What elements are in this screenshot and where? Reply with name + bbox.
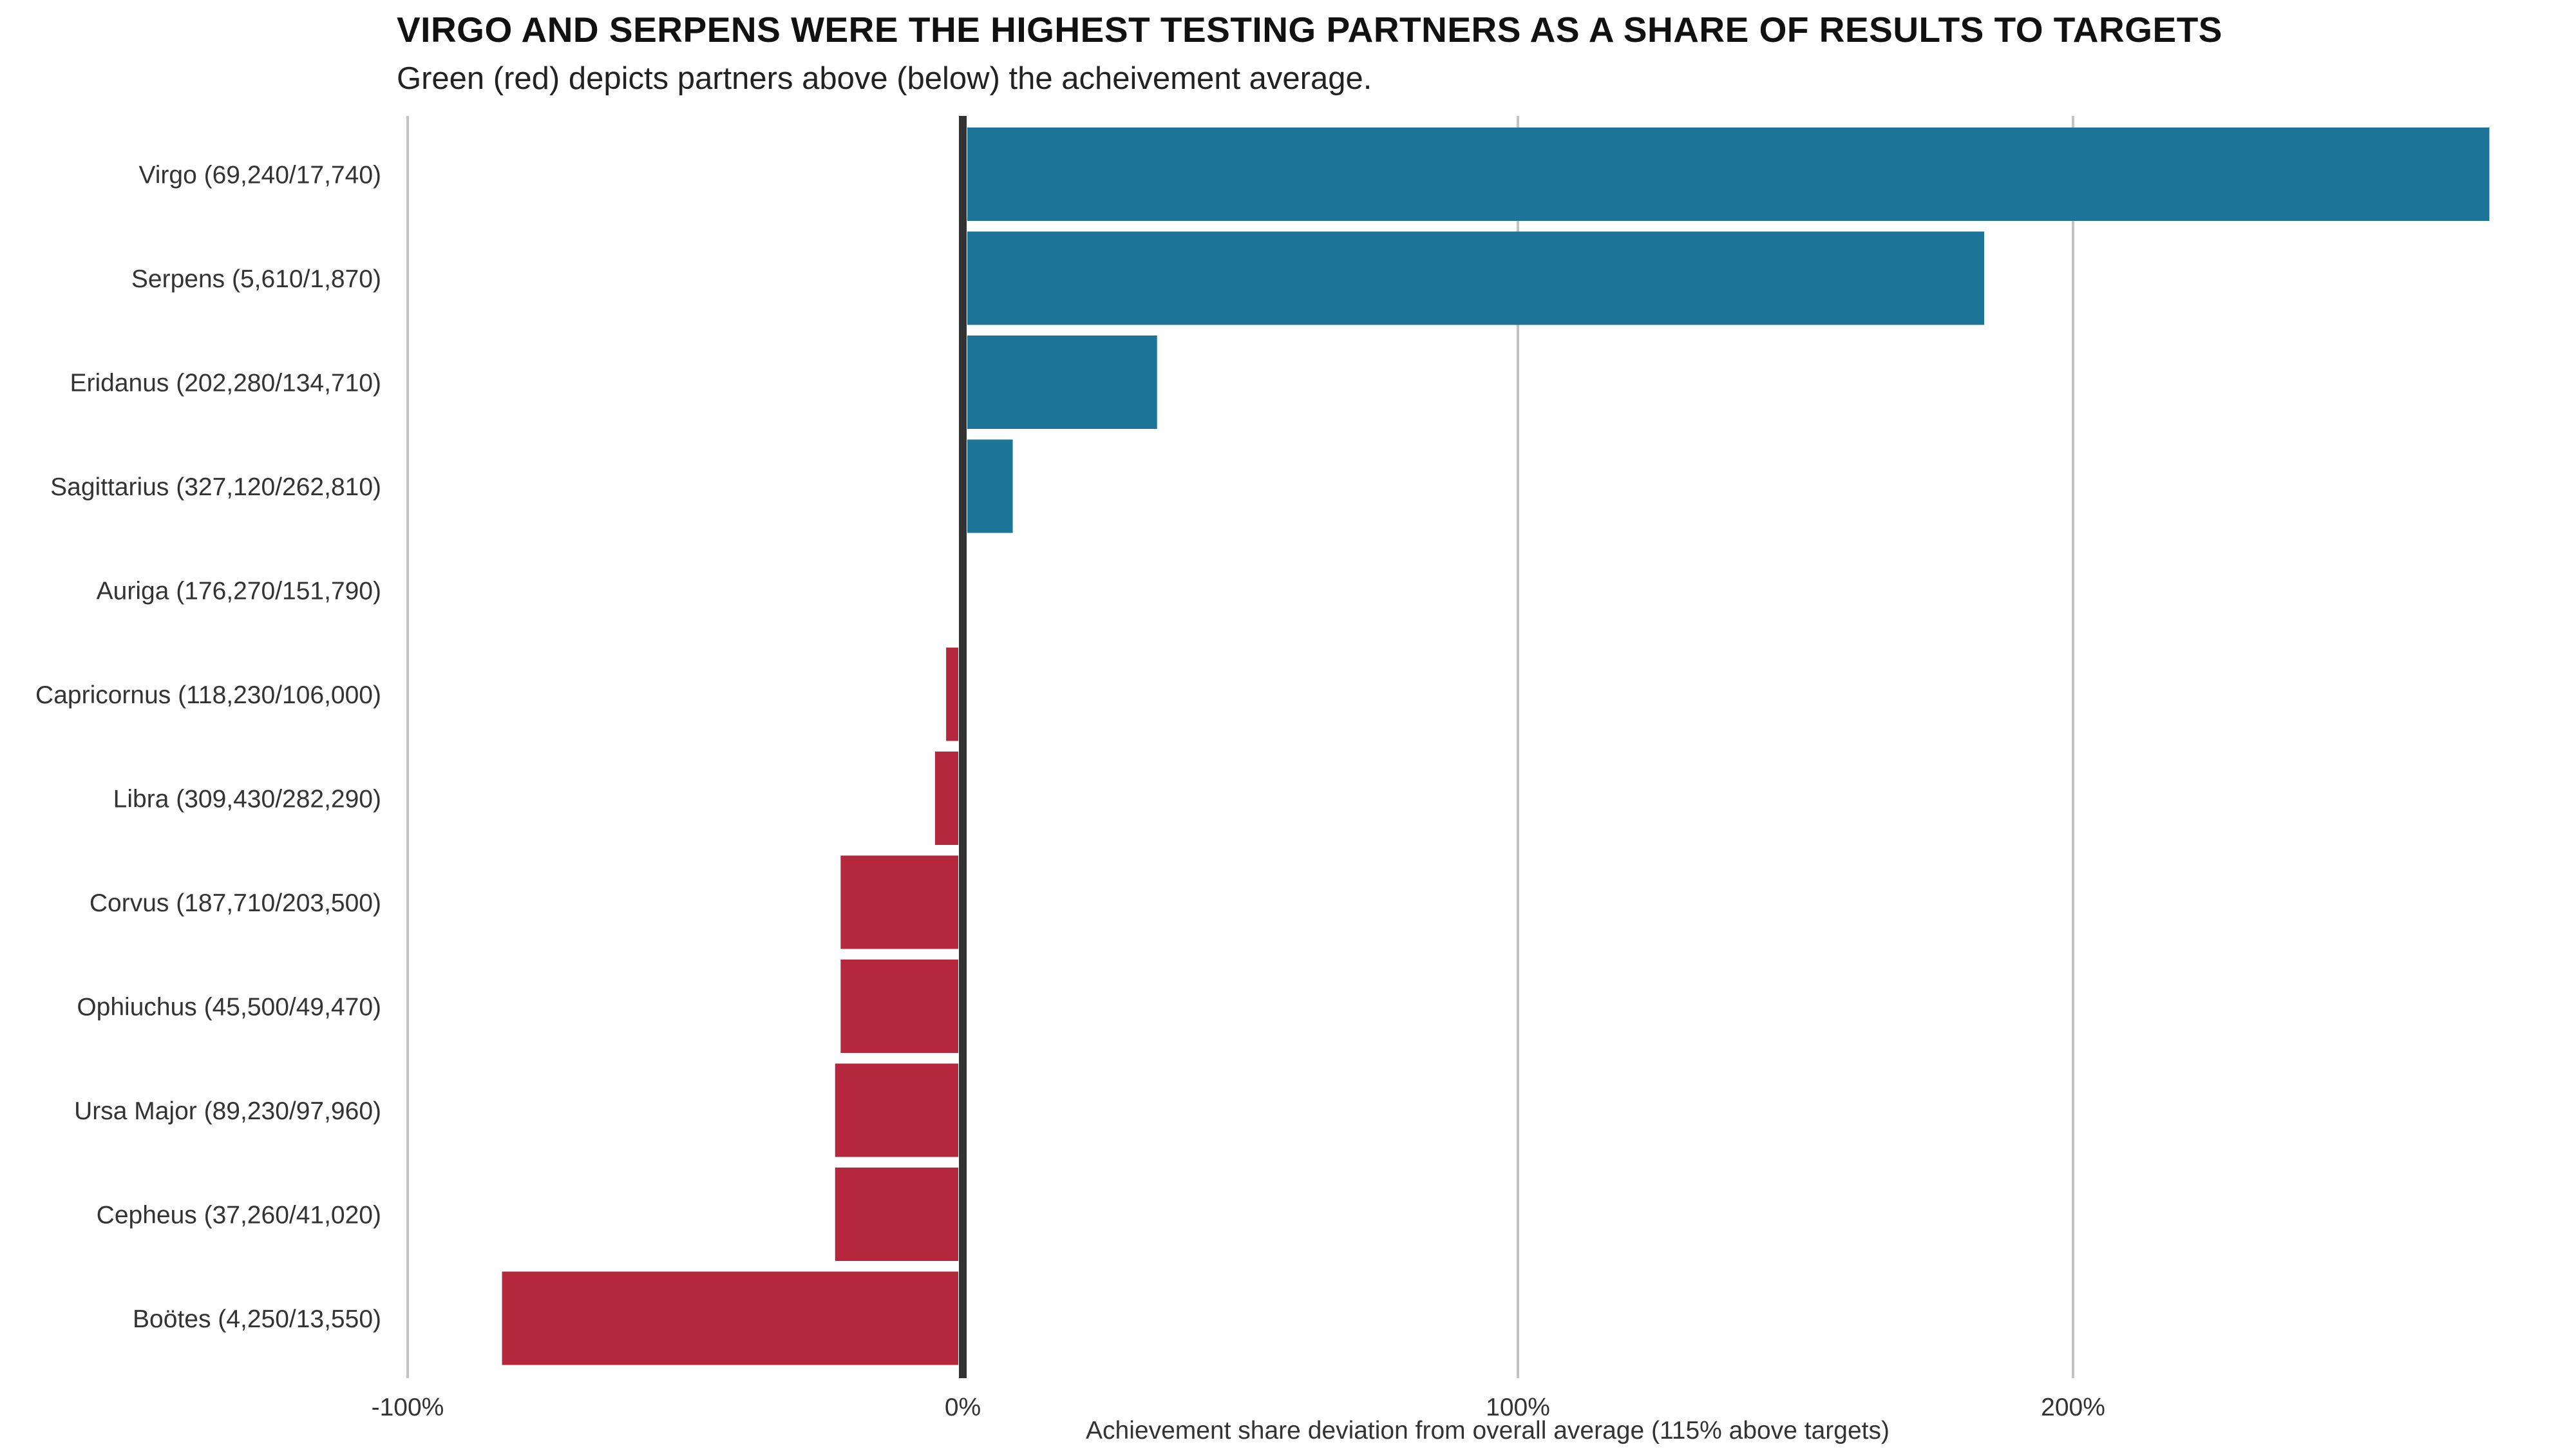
bar-1	[967, 231, 1985, 325]
category-label-10: Cepheus (37,260/41,020)	[97, 1202, 381, 1229]
x-tick-label-0: -100%	[372, 1394, 444, 1421]
bar-7	[840, 855, 958, 949]
category-label-11: Boötes (4,250/13,550)	[133, 1305, 381, 1333]
x-tick-label-1: 0%	[945, 1394, 981, 1421]
bar-6	[934, 752, 958, 845]
bar-9	[835, 1063, 958, 1157]
bar-11	[502, 1271, 958, 1365]
category-label-8: Ophiuchus (45,500/49,470)	[77, 994, 381, 1021]
category-label-9: Ursa Major (89,230/97,960)	[74, 1097, 381, 1125]
category-label-3: Sagittarius (327,120/262,810)	[50, 473, 381, 501]
bar-3	[967, 439, 1013, 533]
x-tick-label-2: 100%	[1486, 1394, 1550, 1421]
category-label-7: Corvus (187,710/203,500)	[90, 889, 381, 917]
bar-8	[840, 960, 958, 1053]
x-tick-labels: -100% 0% 100% 200%	[372, 1394, 2105, 1421]
category-label-5: Capricornus (118,230/106,000)	[35, 681, 381, 709]
bar-2	[967, 336, 1157, 429]
category-label-1: Serpens (5,610/1,870)	[131, 265, 381, 293]
x-axis-title: Achievement share deviation from overall…	[1086, 1417, 1889, 1444]
category-label-6: Libra (309,430/282,290)	[113, 786, 381, 813]
category-labels: Virgo (69,240/17,740) Serpens (5,610/1,87…	[35, 162, 381, 1334]
chart-title: VIRGO AND SERPENS WERE THE HIGHEST TESTI…	[397, 10, 2222, 50]
bar-10	[835, 1168, 958, 1261]
x-tick-label-3: 200%	[2041, 1394, 2105, 1421]
category-label-0: Virgo (69,240/17,740)	[138, 162, 381, 189]
bars	[502, 128, 2490, 1365]
bar-5	[946, 647, 958, 741]
chart-subtitle: Green (red) depicts partners above (belo…	[397, 61, 1372, 96]
bar-0	[967, 128, 2490, 221]
grid-lines	[406, 116, 2074, 1378]
category-label-4: Auriga (176,270/151,790)	[97, 578, 381, 605]
category-label-2: Eridanus (202,280/134,710)	[70, 370, 381, 397]
